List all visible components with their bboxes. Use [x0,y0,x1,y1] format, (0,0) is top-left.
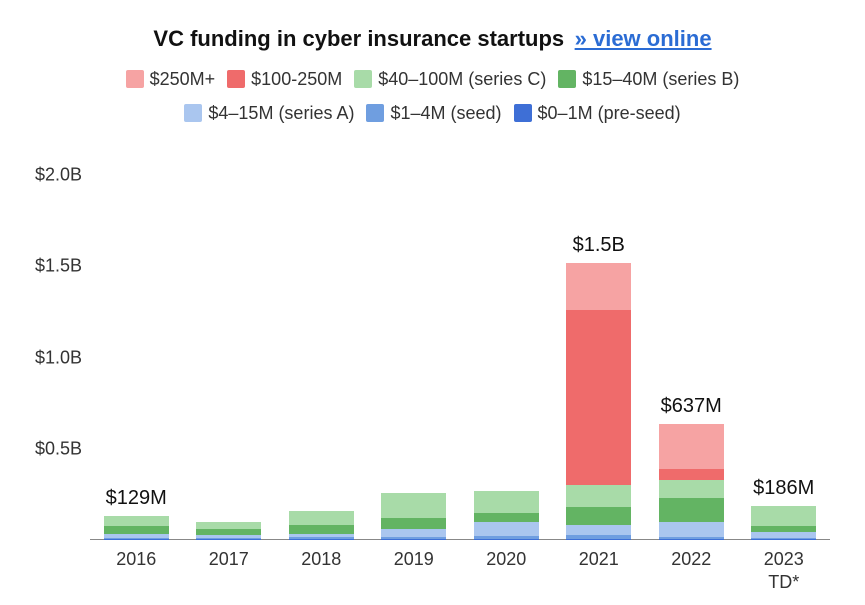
bar-segment [751,506,816,526]
legend-swatch [354,70,372,88]
bar-total-label: $637M [621,395,761,418]
bar-segment [289,534,354,537]
x-tick-label: 2020 [486,548,526,571]
legend-item: $0–1M (pre-seed) [514,98,681,129]
bar [751,506,816,540]
chart-title: VC funding in cyber insurance startups [153,26,564,51]
bar-segment [289,511,354,526]
bar-segment [196,535,261,538]
bar-segment [474,539,539,540]
bar-segment [566,485,631,507]
bar [289,511,354,540]
bar-segment [474,491,539,513]
bar-segment [196,529,261,535]
bar-segment [474,513,539,522]
bar-segment [474,536,539,539]
legend-item: $4–15M (series A) [184,98,354,129]
bar-segment [566,507,631,525]
chart-container: VC funding in cyber insurance startups »… [0,0,865,605]
x-tick-label: 2022 [671,548,711,571]
bar-segment [289,539,354,540]
x-tick-label: 2016 [116,548,156,571]
bar-segment [474,522,539,537]
legend-item: $15–40M (series B) [558,64,739,95]
bar-segment [566,539,631,540]
bar-segment [659,539,724,540]
bar-segment [659,537,724,539]
y-tick-label: $1.0B [12,347,82,368]
view-online-link[interactable]: » view online [575,26,712,51]
legend-swatch [558,70,576,88]
legend-item: $100-250M [227,64,342,95]
legend: $250M+ $100-250M $40–100M (series C) $15–40… [0,64,865,132]
legend-label: $100-250M [251,64,342,95]
bar-segment [659,424,724,470]
bar-segment [659,498,724,522]
x-tick-label: 2023 TD* [764,548,804,593]
x-tick-label: 2019 [394,548,434,571]
bar-segment [104,539,169,540]
bar-segment [381,518,446,529]
bar-segment [289,525,354,534]
bar-total-label: $186M [714,477,854,500]
legend-label: $250M+ [150,64,216,95]
bar-segment [381,539,446,540]
bar-segment [381,529,446,537]
legend-item: $40–100M (series C) [354,64,546,95]
bar [104,516,169,540]
legend-swatch [126,70,144,88]
bar-segment [751,539,816,540]
bar-segment [104,526,169,534]
bar-segment [751,538,816,540]
bar-total-label: $1.5B [529,234,669,257]
legend-swatch [184,104,202,122]
x-tick-label: 2017 [209,548,249,571]
bar [196,522,261,540]
bar-segment [104,516,169,525]
bar [474,491,539,540]
legend-label: $1–4M (seed) [390,98,501,129]
bar-segment [659,522,724,537]
bar-segment [566,535,631,538]
y-tick-label: $1.5B [12,256,82,277]
legend-swatch [366,104,384,122]
bar-segment [196,538,261,539]
legend-label: $15–40M (series B) [582,64,739,95]
legend-label: $0–1M (pre-seed) [538,98,681,129]
bar-segment [104,538,169,540]
bar-segment [566,525,631,535]
bar-segment [381,537,446,539]
bar-segment [566,263,631,310]
bar-segment [196,539,261,540]
legend-label: $4–15M (series A) [208,98,354,129]
y-tick-label: $0.5B [12,438,82,459]
x-tick-label: 2018 [301,548,341,571]
bar-segment [289,537,354,539]
title-row: VC funding in cyber insurance startups »… [0,26,865,52]
bar-segment [381,493,446,519]
bar-segment [751,532,816,537]
legend-swatch [514,104,532,122]
bar-segment [196,522,261,529]
plot-area: $0.5B$1.0B$1.5B$2.0B2016$129M20172018201… [90,175,830,540]
legend-item: $1–4M (seed) [366,98,501,129]
legend-item: $250M+ [126,64,216,95]
legend-label: $40–100M (series C) [378,64,546,95]
bar-segment [104,534,169,538]
y-tick-label: $2.0B [12,165,82,186]
legend-swatch [227,70,245,88]
bar-total-label: $129M [66,487,206,510]
bar [381,493,446,540]
x-tick-label: 2021 [579,548,619,571]
bar-segment [751,526,816,532]
